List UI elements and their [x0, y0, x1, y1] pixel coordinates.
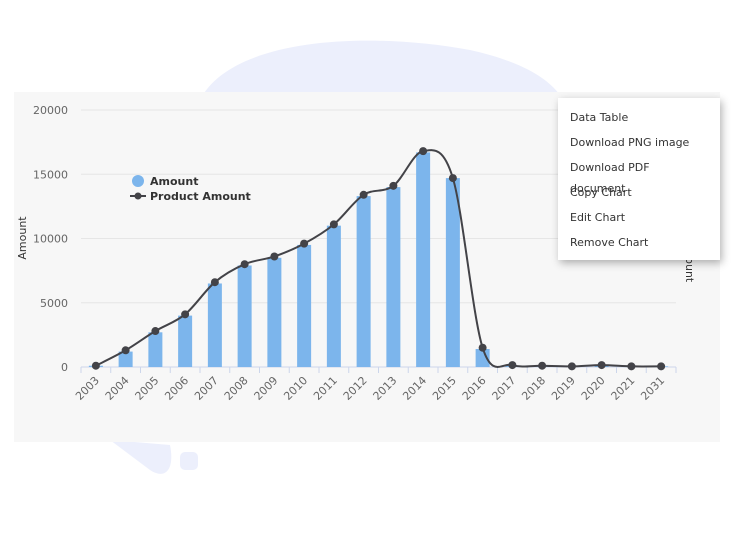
menu-item[interactable]: Edit Chart — [570, 211, 626, 224]
bar — [267, 257, 282, 367]
bar — [207, 283, 222, 367]
line-point — [329, 220, 338, 229]
bar — [356, 196, 371, 367]
y-tick-label: 20000 — [33, 104, 68, 117]
line-point — [270, 252, 279, 261]
bar — [148, 332, 163, 367]
bar — [475, 349, 490, 367]
line-point — [538, 361, 547, 370]
line-point — [181, 310, 190, 319]
bar — [118, 351, 133, 367]
y-axis-label: Amount — [16, 216, 29, 260]
legend-label: Product Amount — [150, 190, 251, 203]
line-point — [478, 343, 487, 352]
line-point — [389, 181, 398, 190]
legend-label: Amount — [150, 175, 198, 188]
bar — [386, 187, 401, 367]
legend-symbol — [134, 192, 142, 200]
menu-item[interactable]: Remove Chart — [570, 236, 649, 249]
menu-item[interactable]: Download PDF document — [570, 161, 650, 195]
bar — [326, 225, 341, 367]
line-point — [121, 346, 130, 355]
line-point — [300, 239, 309, 248]
line-point — [597, 361, 606, 370]
bar — [237, 265, 252, 367]
line-point — [657, 362, 666, 371]
menu-item[interactable]: Download PNG image — [570, 136, 690, 149]
menu-item[interactable]: Data Table — [570, 111, 629, 124]
y-tick-label: 0 — [61, 361, 68, 374]
line-point — [151, 327, 160, 336]
bar — [297, 244, 312, 367]
y-tick-label: 10000 — [33, 233, 68, 246]
bar — [445, 178, 460, 367]
line-point — [359, 190, 368, 199]
line-point — [627, 362, 636, 371]
context-menu: Data Table Download PNG image Download PDF… — [558, 98, 720, 260]
line-point — [419, 147, 428, 156]
line-point — [567, 362, 576, 371]
line — [95, 149, 662, 368]
bar — [416, 152, 431, 367]
line-point — [91, 361, 100, 370]
legend-symbol — [132, 175, 144, 187]
line-point — [240, 260, 249, 269]
bar — [178, 315, 193, 367]
menu-item[interactable]: Copy Chart — [570, 186, 632, 199]
background-blob — [180, 452, 198, 470]
line-point — [508, 361, 517, 370]
y-tick-label: 5000 — [40, 297, 68, 310]
line-point — [448, 174, 457, 183]
background-blob — [110, 440, 172, 474]
line-point — [210, 278, 219, 287]
y-tick-label: 15000 — [33, 168, 68, 181]
